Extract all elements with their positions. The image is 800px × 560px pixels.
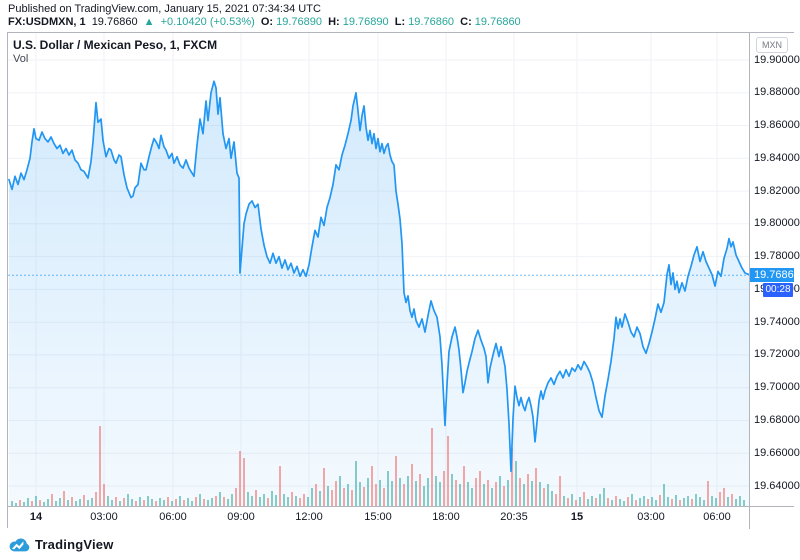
price-tick-label: 19.84000 [754, 151, 800, 164]
tradingview-logo-icon[interactable] [8, 537, 30, 552]
price-axis[interactable]: MXN 19.76860 00:28 19.90000 19.88000 19.86… [749, 33, 800, 506]
published-header: Published on TradingView.com, January 15… [8, 3, 321, 15]
symbol-name: FX:USDMXN, 1 [8, 16, 86, 28]
time-tick-label: 15:00 [364, 511, 392, 523]
price-tick-label: 19.90000 [754, 53, 800, 66]
time-tick-label: 06:00 [703, 511, 731, 523]
time-tick-label: 14 [29, 511, 43, 523]
time-tick-label: 06:00 [159, 511, 187, 523]
time-tick-label: 12:00 [295, 511, 323, 523]
open-value: 19.76890 [276, 16, 323, 28]
time-tick-label: 20:35 [500, 511, 528, 523]
last-price: 19.76860 [91, 16, 138, 28]
price-tick-label: 19.86000 [754, 119, 800, 131]
price-tick-label: 19.74000 [754, 315, 800, 328]
low-label: L: [394, 16, 406, 28]
time-tick-label: 03:00 [90, 511, 118, 523]
chart-frame: U.S. Dollar / Mexican Peso, 1, FXCM Vol … [7, 32, 800, 529]
price-tick-label: 19.78000 [754, 250, 800, 263]
price-tick-label: 19.82000 [754, 184, 800, 197]
bar-countdown-badge: 00:28 [763, 282, 793, 297]
brand-name[interactable]: TradingView [35, 537, 114, 552]
price-tick-label: 19.72000 [754, 348, 800, 361]
brand-footer[interactable]: TradingView [8, 537, 114, 552]
last-price-badge: 19.76860 [750, 268, 800, 283]
change-arrow-icon: ▲ [143, 16, 155, 28]
volume-indicator-label: Vol [13, 53, 29, 65]
price-chart-canvas[interactable] [8, 33, 749, 506]
price-tick-label: 19.80000 [754, 217, 800, 230]
axis-corner [749, 506, 794, 529]
close-label: C: [460, 16, 472, 28]
chart-pane[interactable]: U.S. Dollar / Mexican Peso, 1, FXCM Vol [8, 33, 749, 506]
high-label: H: [328, 16, 340, 28]
price-tick-label: 19.64000 [754, 479, 800, 492]
time-tick-label: 03:00 [637, 511, 665, 523]
symbol-info-bar: FX:USDMXN, 1 19.76860 ▲ +0.10420 (+0.53%… [8, 16, 524, 28]
price-change: +0.10420 (+0.53%) [160, 16, 255, 28]
time-tick-label: 09:00 [227, 511, 255, 523]
price-tick-label: 19.88000 [754, 86, 800, 99]
low-value: 19.76860 [408, 16, 455, 28]
chart-title: U.S. Dollar / Mexican Peso, 1, FXCM [13, 38, 218, 52]
currency-badge: MXN [756, 37, 788, 53]
close-value: 19.76860 [474, 16, 521, 28]
price-tick-label: 19.66000 [754, 446, 800, 459]
time-tick-label: 15 [570, 511, 584, 523]
price-tick-label: 19.70000 [754, 381, 800, 394]
price-tick-label: 19.68000 [754, 414, 800, 426]
open-label: O: [260, 16, 274, 28]
high-value: 19.76890 [342, 16, 389, 28]
time-tick-label: 18:00 [432, 511, 460, 523]
chart-title-block: U.S. Dollar / Mexican Peso, 1, FXCM Vol [13, 38, 217, 67]
time-axis[interactable]: 14 03:00 06:00 09:00 12:00 15:00 18:00 20:35 15 0… [8, 506, 749, 529]
